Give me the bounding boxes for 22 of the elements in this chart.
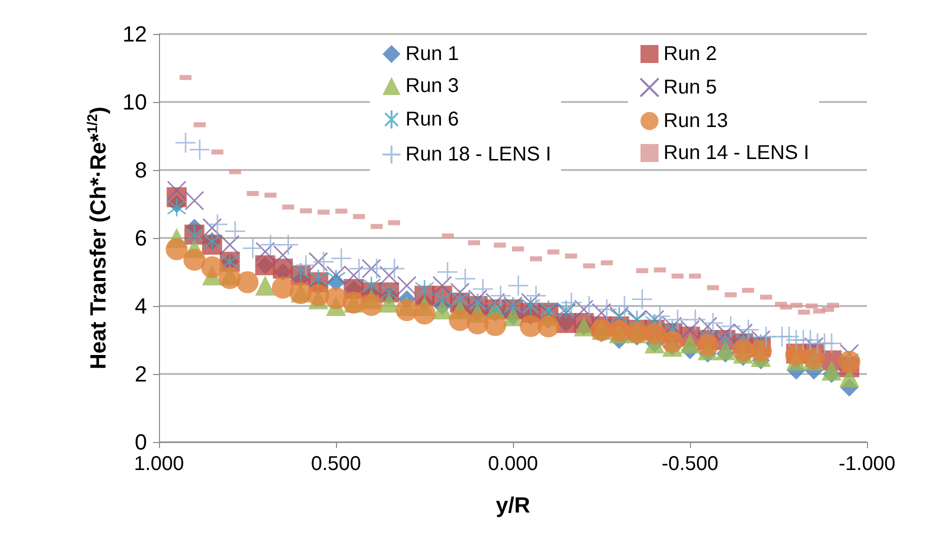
y-tick-label: 6 [134,226,147,250]
x-tick-label: 0.500 [310,453,362,475]
y-tick-label: 4 [134,294,147,318]
y-axis-title: Heat Transfer (Ch*·Re*1/2) [84,106,110,370]
legend-label: Run 6 [406,108,459,130]
x-axis-title: y/R [496,492,530,518]
legend-label: Run 3 [406,75,459,97]
x-tick-label: 1.000 [134,453,184,475]
y-tick-label: 8 [134,158,147,182]
legend-label: Run 18 - LENS I [406,144,552,166]
y-tick-label: 10 [122,90,147,114]
legend-label: Run 2 [664,43,717,65]
y-tick-label: 2 [134,362,147,386]
legend-label: Run 14 - LENS I [664,142,810,164]
y-tick-label: 0 [134,430,147,454]
x-tick-label: -0.500 [662,453,718,475]
legend-label: Run 5 [664,76,717,98]
legend-label: Run 1 [406,43,459,65]
y-tick-label: 12 [122,22,147,46]
x-tick-label: -1.000 [838,453,896,475]
legend-label: Run 13 [664,110,728,132]
x-tick-label: 0.000 [488,453,538,475]
